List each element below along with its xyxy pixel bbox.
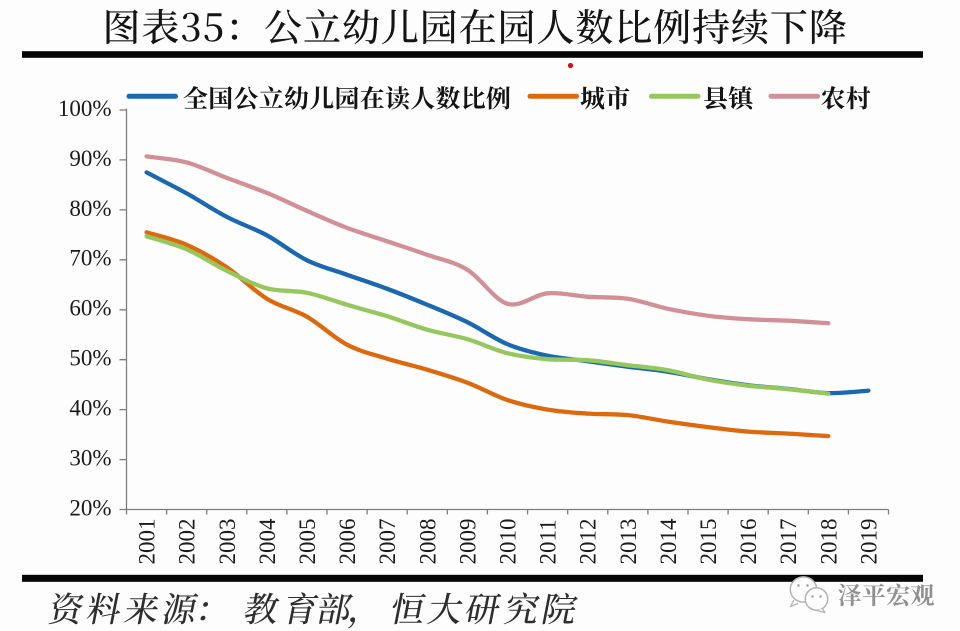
svg-text:2019: 2019 — [856, 519, 881, 565]
svg-text:2001: 2001 — [135, 519, 160, 565]
svg-text:2009: 2009 — [455, 519, 480, 565]
svg-text:30%: 30% — [69, 446, 111, 471]
svg-text:90%: 90% — [69, 146, 111, 171]
svg-text:60%: 60% — [69, 296, 111, 321]
svg-text:2018: 2018 — [816, 519, 841, 565]
svg-text:2016: 2016 — [736, 519, 761, 565]
svg-text:2002: 2002 — [175, 519, 200, 565]
svg-text:2006: 2006 — [335, 519, 360, 565]
svg-text:2012: 2012 — [576, 519, 601, 565]
svg-text:2007: 2007 — [375, 519, 400, 565]
svg-text:2017: 2017 — [776, 519, 801, 565]
svg-text:2003: 2003 — [215, 519, 240, 565]
svg-text:2008: 2008 — [415, 519, 440, 565]
svg-text:2015: 2015 — [696, 519, 721, 565]
svg-text:2011: 2011 — [536, 519, 561, 564]
svg-text:80%: 80% — [69, 196, 111, 221]
svg-text:50%: 50% — [69, 346, 111, 371]
svg-text:2013: 2013 — [616, 519, 641, 565]
svg-text:2004: 2004 — [255, 518, 280, 565]
svg-text:100%: 100% — [58, 96, 112, 121]
svg-text:70%: 70% — [69, 246, 111, 271]
svg-text:2014: 2014 — [656, 518, 681, 565]
svg-text:2010: 2010 — [496, 519, 521, 565]
svg-text:20%: 20% — [69, 495, 111, 520]
svg-text:40%: 40% — [69, 396, 111, 421]
svg-text:2005: 2005 — [295, 519, 320, 565]
